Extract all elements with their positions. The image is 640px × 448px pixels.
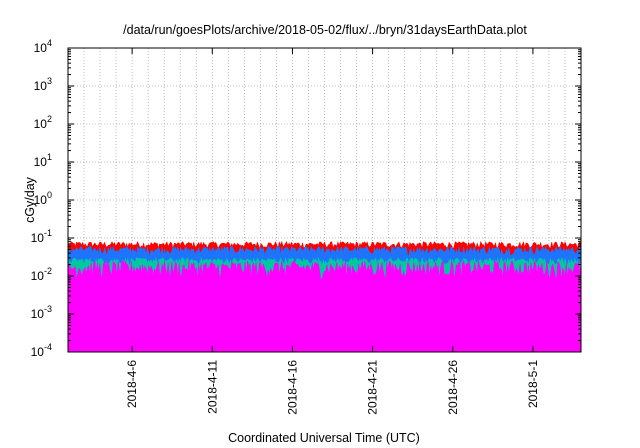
x-tick-label: 2018-4-26 [446,360,460,415]
y-tick-exponent: -4 [44,342,52,352]
y-tick-exponent: 4 [47,38,52,48]
series-3-dropout [241,292,245,352]
series-3-dropout [145,292,148,352]
x-tick-label: 2018-5-1 [526,360,540,408]
y-tick-label: 103 [34,76,52,93]
y-tick-exponent: 2 [47,114,52,124]
x-tick-label: 2018-4-21 [366,360,380,415]
series-3-dropout [480,292,483,352]
y-tick-exponent: -2 [44,266,52,276]
y-tick-label: 102 [34,114,52,131]
x-axis: 2018-4-6 2018-4-11 2018-4-16 2018-4-21 2018-… [125,48,540,415]
y-tick-label: 104 [34,38,52,55]
y-tick-label: 10-1 [31,228,52,245]
y-tick-exponent: 0 [47,190,52,200]
x-tick-label: 2018-4-16 [285,360,299,415]
plot-area [67,240,582,353]
series-3-dropout [465,292,469,352]
y-tick-label: 10-3 [31,304,52,321]
chart-title: /data/run/goesPlots/archive/2018-05-02/f… [123,23,527,37]
y-tick-exponent: -1 [44,228,52,238]
y-tick-exponent: 3 [47,76,52,86]
series-3-dropout [129,292,132,352]
series-3-dropout [533,292,536,352]
x-tick-label: 2018-4-11 [205,360,219,414]
x-axis-label: Coordinated Universal Time (UTC) [228,431,420,445]
y-tick-label: 101 [34,152,52,169]
series-3-dropout [337,292,341,352]
series-3-area [67,260,582,353]
y-tick-exponent: 1 [47,152,52,162]
series-3-dropout [353,292,357,352]
y-tick-exponent: -3 [44,304,52,314]
y-tick-label: 10-2 [31,266,52,283]
y-tick-label: 10-4 [31,342,52,359]
y-axis-label: cGy/day [23,176,37,223]
x-tick-label: 2018-4-6 [125,360,139,408]
